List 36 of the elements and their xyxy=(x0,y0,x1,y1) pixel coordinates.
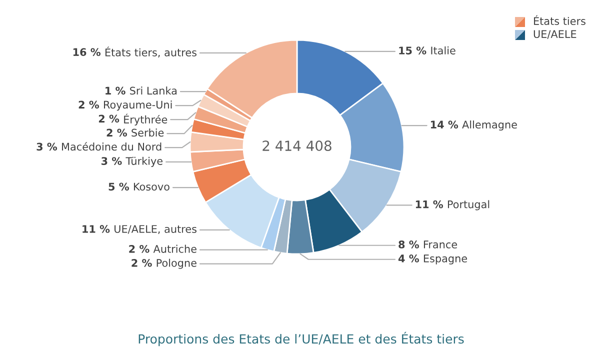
slice-label: Serbie xyxy=(132,128,164,137)
slice-label: Royaume-Uni xyxy=(104,100,172,111)
data-label: 16 % xyxy=(73,48,101,56)
slice-label: UE/AELE, autres xyxy=(114,225,196,234)
slice-label: Italie xyxy=(431,46,456,54)
slice-label: Allemagne xyxy=(462,120,517,131)
data-label: 2 % xyxy=(106,128,127,137)
slice-label: Autriche xyxy=(153,244,196,253)
data-label: 8 % xyxy=(398,240,419,248)
slice-label: Sri Lanka xyxy=(130,86,177,95)
data-label: 4 % xyxy=(398,254,419,262)
data-label: 15 % xyxy=(399,46,426,54)
slice-label: Portugal xyxy=(448,200,490,210)
data-label: 3 % xyxy=(36,142,58,151)
data-label: 2 % xyxy=(78,100,100,109)
slice-label: Espagne xyxy=(424,254,468,264)
text: 2 414 408 xyxy=(262,140,332,152)
slice-label: Türkiye xyxy=(126,156,162,167)
data-label: 11 % xyxy=(82,225,110,233)
slice-label: Macédoine du Nord xyxy=(62,142,162,151)
data-label: 2 % xyxy=(129,244,150,253)
text: UE/AELE xyxy=(534,30,576,39)
slice-label: États tiers, autres xyxy=(105,46,196,58)
data-label: 5 % xyxy=(108,182,130,191)
data-label: 3 % xyxy=(101,157,122,165)
text: Proportions des Etats de l’UE/AELE et des États tiers xyxy=(138,332,464,346)
slice-label: Kosovo xyxy=(134,182,170,191)
slice-label: France xyxy=(424,240,458,248)
data-label: 11 % xyxy=(416,200,443,208)
data-label: 2 % xyxy=(132,258,152,267)
data-label: 1 % xyxy=(106,86,126,95)
data-label: 14 % xyxy=(430,120,458,129)
data-label: 2 % xyxy=(98,114,120,123)
slice-label: Pologne xyxy=(156,258,196,269)
slice-label: Érythrée xyxy=(124,114,168,126)
text: États tiers xyxy=(534,15,586,26)
